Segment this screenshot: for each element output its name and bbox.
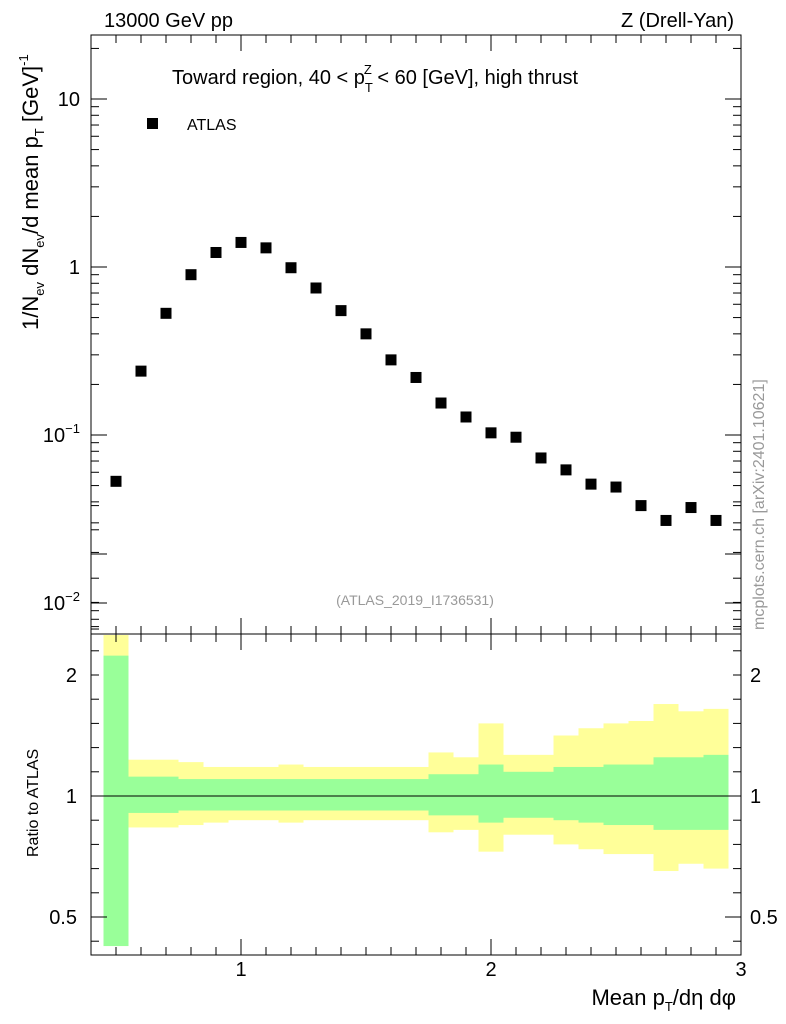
ratio-green-band (403, 779, 429, 811)
header-left: 13000 GeV pp (104, 10, 233, 32)
legend-label: ATLAS (187, 117, 237, 134)
ratio-green-band (703, 754, 729, 830)
data-point (185, 269, 197, 281)
data-point (635, 500, 647, 512)
ratio-green-band (603, 764, 629, 826)
axis-ticks (91, 35, 742, 955)
data-point (110, 475, 122, 487)
watermark: (ATLAS_2019_I1736531) (336, 592, 494, 608)
y-tick-label-0.01: 10−2 (43, 589, 80, 615)
ratio-green-band (378, 779, 404, 811)
ratio-green-band (678, 757, 704, 830)
data-point (385, 354, 397, 366)
data-point (135, 365, 147, 377)
ratio-green-band (253, 779, 279, 811)
header-right: Z (Drell-Yan) (621, 10, 734, 32)
x-tick-label-3: 3 (735, 959, 746, 981)
ratio-tick-label-1-right: 1 (750, 786, 761, 808)
ratio-green-band (203, 779, 229, 811)
data-point (460, 411, 472, 423)
data-point (360, 328, 372, 340)
data-point (285, 262, 297, 274)
data-point (510, 431, 522, 443)
data-points (110, 236, 722, 526)
ratio-green-band (353, 779, 379, 811)
ratio-tick-label-0.5-right: 0.5 (750, 907, 778, 929)
y-tick-label-1: 1 (69, 257, 80, 279)
ratio-green-band (478, 764, 504, 823)
tick-labels: 10 1 10−1 10−2 2 1 0.5 2 1 0.5 1 2 3 (43, 89, 778, 981)
ratio-green-band (553, 766, 579, 821)
ratio-green-band (278, 779, 304, 811)
data-point (685, 502, 697, 514)
data-point (535, 452, 547, 464)
ratio-green-band (153, 776, 179, 813)
ratio-green-band (503, 771, 529, 818)
x-axis-title: Mean pT/dη dφ (591, 985, 736, 1014)
data-point (560, 464, 572, 476)
data-point (335, 305, 347, 317)
data-point (210, 246, 222, 258)
x-tick-label-1: 1 (235, 959, 246, 981)
ratio-bands (103, 635, 729, 947)
data-point (260, 242, 272, 254)
ratio-green-band (103, 655, 129, 947)
ratio-tick-label-2-right: 2 (750, 665, 761, 687)
ratio-green-band (453, 774, 479, 816)
ratio-green-band (578, 766, 604, 823)
data-point (435, 397, 447, 409)
ratio-green-band (428, 774, 454, 816)
data-point (235, 236, 247, 248)
ratio-green-band (303, 779, 329, 811)
y-axis-title: 1/Nev dNev/d mean pT [GeV]-1 (16, 54, 47, 330)
data-point (485, 427, 497, 439)
x-tick-label-2: 2 (485, 959, 496, 981)
data-point (710, 514, 722, 526)
data-point (610, 481, 622, 493)
ratio-tick-label-2-left: 2 (66, 665, 77, 687)
data-point (160, 307, 172, 319)
ratio-green-band (128, 776, 154, 813)
ratio-tick-label-0.5-left: 0.5 (49, 907, 77, 929)
plot-title: Toward region, 40 < pTZ < 60 [GeV], high… (172, 62, 578, 95)
legend-marker (147, 118, 158, 129)
y-tick-label-0.1: 10−1 (43, 421, 80, 447)
data-point (310, 282, 322, 294)
side-label: mcplots.cern.ch [arXiv:2401.10621] (751, 379, 768, 630)
y-tick-label-10: 10 (58, 89, 80, 111)
ratio-y-axis-title: Ratio to ATLAS (25, 749, 42, 857)
ratio-green-band (653, 757, 679, 830)
ratio-green-band (628, 764, 654, 826)
ratio-tick-label-1-left: 1 (66, 786, 77, 808)
data-point (585, 478, 597, 490)
data-point (410, 371, 422, 383)
ratio-green-band (178, 779, 204, 811)
ratio-green-band (528, 771, 554, 818)
ratio-green-band (328, 779, 354, 811)
ratio-green-band (228, 779, 254, 811)
data-point (660, 514, 672, 526)
